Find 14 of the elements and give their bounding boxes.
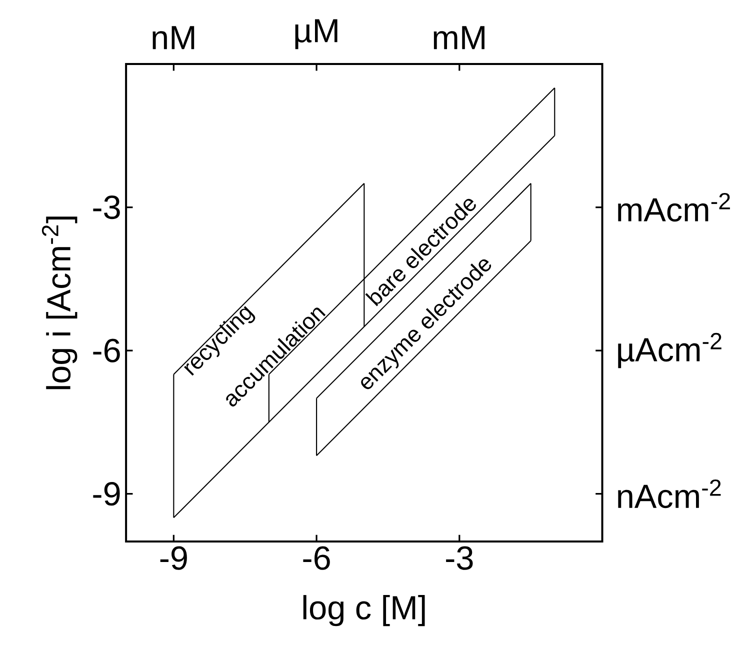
text: mAcm$^{-2}$ <box>618 193 730 222</box>
y-tick-label: -9 <box>93 482 120 506</box>
x-tick-label: -3 <box>446 546 473 570</box>
x-axis-title: log c [M] <box>303 595 425 626</box>
y-axis-title: log i [Acm$^{-2}$] <box>42 216 78 390</box>
text: nM <box>152 26 194 50</box>
text: µAcm$^{-2}$ <box>618 333 722 368</box>
text: mM <box>434 26 484 50</box>
x-tick-label: -6 <box>303 546 330 570</box>
x-tick-label: -9 <box>160 546 187 570</box>
y-tick-label: -6 <box>93 338 120 363</box>
y-tick-label: -3 <box>93 196 120 220</box>
text: nAcm$^{-2}$ <box>618 480 721 508</box>
text: µM <box>295 19 338 50</box>
